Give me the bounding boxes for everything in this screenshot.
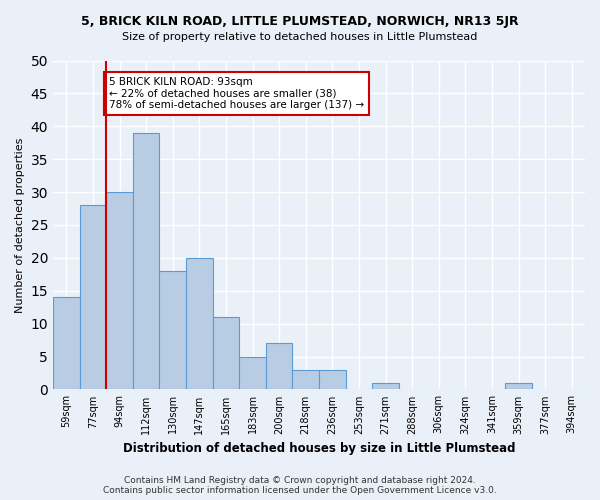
Bar xyxy=(133,133,160,390)
Bar xyxy=(372,383,399,390)
Text: Contains HM Land Registry data © Crown copyright and database right 2024.
Contai: Contains HM Land Registry data © Crown c… xyxy=(103,476,497,495)
X-axis label: Distribution of detached houses by size in Little Plumstead: Distribution of detached houses by size … xyxy=(123,442,515,455)
Text: 5, BRICK KILN ROAD, LITTLE PLUMSTEAD, NORWICH, NR13 5JR: 5, BRICK KILN ROAD, LITTLE PLUMSTEAD, NO… xyxy=(81,15,519,28)
Bar xyxy=(505,383,532,390)
Text: Size of property relative to detached houses in Little Plumstead: Size of property relative to detached ho… xyxy=(122,32,478,42)
Bar xyxy=(212,317,239,390)
Bar xyxy=(53,298,80,390)
Text: 5 BRICK KILN ROAD: 93sqm
← 22% of detached houses are smaller (38)
78% of semi-d: 5 BRICK KILN ROAD: 93sqm ← 22% of detach… xyxy=(109,77,364,110)
Bar xyxy=(319,370,346,390)
Bar xyxy=(186,258,212,390)
Bar xyxy=(266,344,292,390)
Y-axis label: Number of detached properties: Number of detached properties xyxy=(15,138,25,312)
Bar xyxy=(160,271,186,390)
Bar xyxy=(80,205,106,390)
Bar xyxy=(106,192,133,390)
Bar xyxy=(239,356,266,390)
Bar xyxy=(292,370,319,390)
